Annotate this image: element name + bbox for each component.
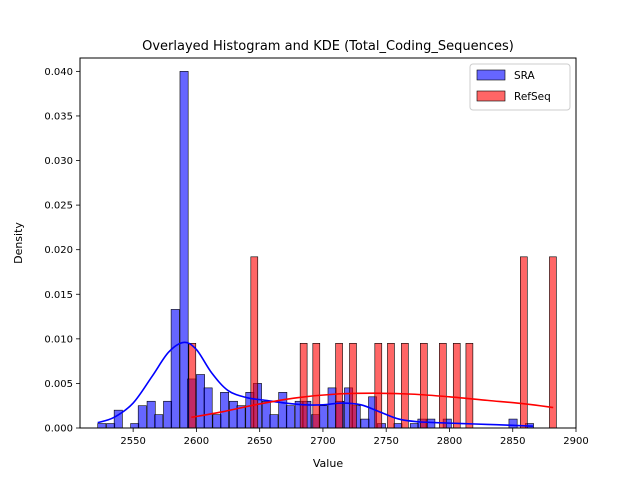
x-axis-label: Value — [313, 457, 343, 470]
refseq-bar — [335, 342, 343, 429]
y-tick-label: 0.020 — [44, 245, 73, 256]
x-tick-label: 2550 — [120, 436, 145, 447]
sra-bar — [106, 423, 116, 429]
sra-bar — [269, 414, 279, 429]
x-tick-label: 2650 — [247, 436, 272, 447]
y-tick-label: 0.015 — [44, 290, 73, 301]
sra-bar — [154, 414, 164, 429]
refseq-bar — [250, 256, 259, 429]
sra-bar — [393, 423, 403, 429]
sra-bar — [285, 405, 295, 429]
x-tick-label: 2900 — [563, 436, 588, 447]
sra-bar — [229, 400, 238, 429]
refseq-bar — [401, 342, 409, 429]
sra-bar — [278, 392, 288, 429]
refseq-bar — [465, 342, 474, 429]
x-tick-label: 2800 — [437, 436, 462, 447]
sra-bar — [163, 400, 173, 429]
refseq-bar — [439, 342, 447, 429]
x-tick-label: 2600 — [184, 436, 209, 447]
y-tick-label: 0.030 — [44, 156, 73, 167]
sra-bar — [97, 423, 107, 429]
y-axis-label: Density — [12, 222, 25, 264]
sra-bar — [409, 423, 419, 429]
refseq-bar — [420, 342, 428, 429]
refseq-bar — [374, 342, 383, 429]
refseq-bar — [452, 342, 461, 429]
y-tick-label: 0.000 — [44, 424, 73, 435]
sra-kde-line — [97, 341, 534, 428]
y-tick-label: 0.035 — [44, 111, 73, 122]
refseq-bar — [188, 342, 197, 429]
sra-bar — [146, 400, 156, 429]
x-tick-label: 2750 — [373, 436, 398, 447]
refseq-bar — [299, 342, 308, 429]
sra-bar — [170, 309, 180, 429]
legend-swatch-refseq — [476, 90, 506, 102]
sra-bar — [261, 400, 271, 429]
sra-bar — [426, 418, 436, 429]
x-tick-label: 2700 — [310, 436, 335, 447]
y-tick-label: 0.025 — [44, 201, 73, 212]
legend-label-refseq: RefSeq — [514, 91, 551, 103]
y-tick-label: 0.005 — [44, 379, 73, 390]
y-tick-label: 0.040 — [44, 67, 73, 78]
sra-bar — [360, 418, 370, 429]
axes-frame — [79, 57, 577, 429]
chart-title: Overlayed Histogram and KDE (Total_Codin… — [142, 39, 514, 54]
sra-bar — [508, 418, 518, 429]
y-tick-label: 0.010 — [44, 334, 73, 345]
refseq-bar — [349, 342, 357, 429]
sra-bar — [137, 405, 147, 429]
legend-label-sra: SRA — [514, 70, 536, 82]
refseq-bar — [520, 256, 528, 429]
sra-bar — [318, 405, 328, 429]
sra-bar — [212, 414, 222, 429]
sra-bar — [179, 71, 189, 429]
sra-bar — [203, 387, 213, 429]
sra-bar — [130, 423, 140, 429]
sra-bar — [196, 374, 205, 429]
x-tick-label: 2850 — [500, 436, 525, 447]
legend: SRA RefSeq — [469, 63, 571, 111]
legend-swatch-sra — [476, 69, 506, 81]
refseq-bar — [312, 342, 321, 429]
refseq-kde-line — [191, 392, 554, 419]
refseq-bar — [549, 256, 557, 429]
